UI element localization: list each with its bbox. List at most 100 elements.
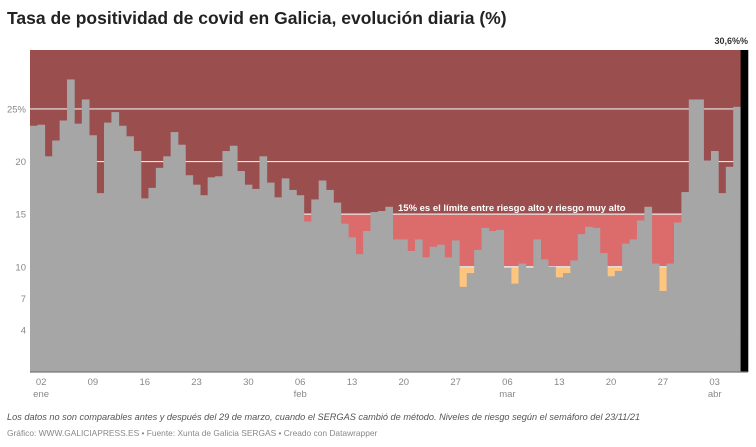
- y-tick-label: 7: [21, 294, 26, 305]
- bar: [200, 195, 208, 372]
- bar: [688, 99, 697, 372]
- bar: [718, 193, 727, 372]
- bar: [118, 125, 127, 372]
- bar: [237, 171, 245, 372]
- bar: [385, 206, 394, 372]
- bar: [607, 276, 616, 372]
- bar: [355, 254, 364, 372]
- x-tick-month-label: ene: [33, 389, 49, 400]
- bar: [422, 257, 431, 372]
- bar: [488, 230, 497, 372]
- bar: [185, 175, 194, 372]
- bar: [141, 198, 149, 372]
- bar: [266, 182, 275, 372]
- x-tick-label: 06: [295, 377, 306, 388]
- bar: [259, 156, 268, 372]
- bar: [636, 220, 645, 372]
- y-tick-label: 10: [15, 262, 26, 273]
- bar: [133, 151, 142, 372]
- bar: [459, 286, 468, 372]
- bar: [400, 239, 408, 372]
- bar: [170, 132, 179, 372]
- bar: [710, 151, 719, 372]
- bar: [548, 266, 556, 372]
- bar: [59, 120, 68, 372]
- bar: [81, 99, 90, 372]
- bar: [585, 226, 593, 372]
- bar: [703, 160, 712, 372]
- bar: [30, 125, 38, 372]
- bar: [215, 176, 223, 372]
- bar: [311, 199, 319, 372]
- chart-title: Tasa de positividad de covid en Galicia,…: [7, 8, 507, 28]
- bar: [681, 192, 690, 372]
- bar: [444, 257, 453, 372]
- x-tick-label: 27: [658, 377, 669, 388]
- bar: [96, 193, 105, 372]
- bar: [377, 211, 386, 372]
- bar: [622, 243, 630, 372]
- bar: [666, 263, 675, 372]
- bar: [296, 195, 305, 372]
- chart-credits: Gráfico: WWW.GALICIAPRESS.ES • Fuente: X…: [7, 428, 378, 438]
- bar: [466, 273, 475, 372]
- bar: [696, 99, 704, 372]
- bar: [178, 144, 186, 372]
- bar: [562, 273, 571, 372]
- bar: [74, 123, 83, 373]
- bar: [126, 136, 134, 372]
- bar: [407, 250, 416, 372]
- x-tick-label: 02: [36, 377, 47, 388]
- bar: [555, 277, 564, 372]
- bar: [44, 156, 53, 372]
- bar: [518, 263, 527, 372]
- bar: [437, 244, 445, 372]
- x-tick-label: 27: [450, 377, 461, 388]
- bar: [481, 227, 490, 372]
- bar: [659, 290, 667, 372]
- x-tick-label: 06: [502, 377, 513, 388]
- bar: [333, 202, 342, 372]
- y-tick-label: 25%: [7, 104, 27, 115]
- annotation-text: 15% es el límite entre riesgo alto y rie…: [398, 203, 626, 214]
- bar: [725, 166, 734, 372]
- bar: [192, 184, 201, 372]
- bar: [429, 246, 438, 372]
- bar: [289, 189, 297, 372]
- bar: [614, 270, 623, 372]
- bar: [104, 122, 112, 372]
- bar: [644, 206, 653, 372]
- x-tick-label: 30: [243, 377, 254, 388]
- bar: [207, 177, 216, 372]
- bar: [348, 237, 356, 372]
- bar: [252, 188, 260, 372]
- bar: [318, 180, 327, 372]
- y-tick-label: 4: [21, 325, 26, 336]
- x-tick-label: 03: [709, 377, 720, 388]
- bar: [274, 197, 282, 372]
- x-tick-label: 13: [347, 377, 358, 388]
- bar: [599, 253, 608, 372]
- bar: [163, 156, 171, 372]
- bar: [673, 222, 682, 372]
- positivity-bar-chart: 4 7 10 15 20 25% 15% es el límite entre riesgo…: [7, 36, 749, 400]
- x-tick-month-label: abr: [708, 389, 722, 400]
- bar: [570, 260, 579, 372]
- bar: [222, 151, 231, 372]
- x-tick-month-label: mar: [499, 389, 515, 400]
- bar: [592, 227, 601, 372]
- x-tick-label: 16: [139, 377, 150, 388]
- bar: [733, 106, 741, 372]
- bar: [148, 187, 157, 372]
- bar: [370, 212, 379, 372]
- bar: [533, 239, 542, 372]
- x-tick-month-label: feb: [294, 389, 307, 400]
- bar: [525, 267, 534, 372]
- bar: [326, 189, 334, 372]
- y-tick-label: 20: [15, 157, 26, 168]
- x-tick-label: 20: [399, 377, 410, 388]
- bar: [244, 184, 253, 372]
- bar: [629, 239, 638, 372]
- bar: [67, 79, 75, 372]
- bar: [155, 167, 164, 372]
